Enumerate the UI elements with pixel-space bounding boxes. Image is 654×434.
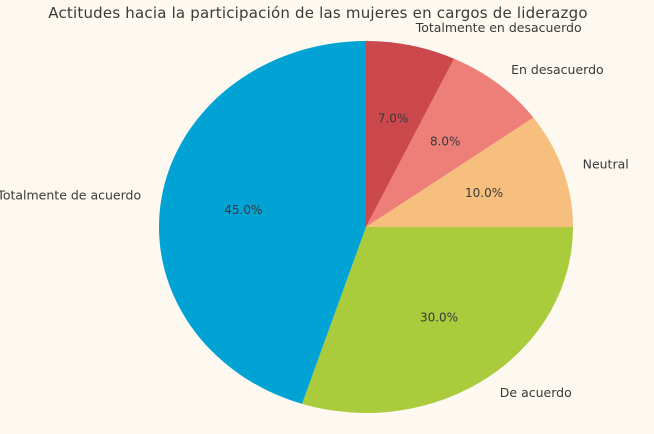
slice-label-3: De acuerdo bbox=[500, 385, 572, 400]
pie-slice-4 bbox=[158, 41, 366, 404]
slice-label-0: Totalmente en desacuerdo bbox=[415, 20, 582, 35]
pie-slice-2 bbox=[366, 117, 573, 227]
slice-label-4: Totalmente de acuerdo bbox=[0, 188, 141, 203]
slice-label-1: En desacuerdo bbox=[511, 62, 604, 77]
slice-percent-2: 10.0% bbox=[465, 186, 503, 200]
slice-percent-0: 7.0% bbox=[378, 111, 409, 125]
pie-slice-1 bbox=[366, 58, 534, 228]
pie-labels: Totalmente en desacuerdo 7.0% En desacuerd… bbox=[0, 20, 629, 400]
slice-label-2: Neutral bbox=[583, 156, 629, 171]
pie-slice-3 bbox=[302, 227, 573, 414]
pie-slices bbox=[158, 41, 573, 414]
chart-title: Actitudes hacia la participación de las … bbox=[48, 4, 587, 22]
slice-percent-4: 45.0% bbox=[224, 203, 262, 217]
slice-percent-3: 30.0% bbox=[420, 311, 458, 325]
slice-percent-1: 8.0% bbox=[430, 134, 461, 148]
pie-slice-0 bbox=[366, 41, 455, 227]
